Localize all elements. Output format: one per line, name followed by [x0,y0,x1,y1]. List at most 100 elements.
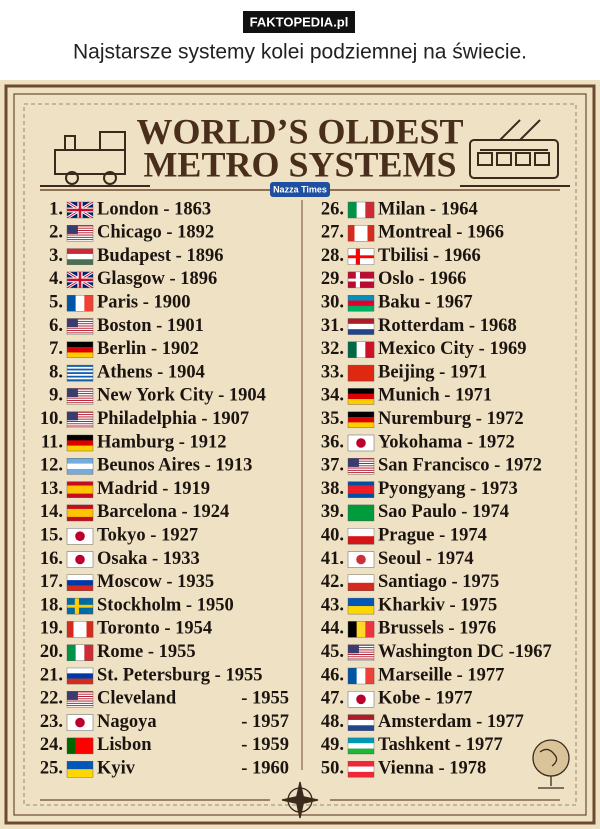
flag-part [67,621,74,638]
flag-part [348,659,374,661]
flag-part [348,305,374,312]
entry-rank: 17. [40,572,63,592]
flag-part [67,253,93,260]
flag-part [67,585,93,591]
entry-rank: 12. [40,456,63,476]
entry-label: Brussels - 1976 [378,619,496,639]
entry-rank: 47. [321,689,344,709]
entry-rank: 6. [49,316,63,336]
flag-part [67,377,93,380]
entry-label: Paris - 1900 [97,292,191,312]
flag-border [66,295,94,312]
entry: 1. London - 1863 [49,199,211,219]
flag [347,364,375,382]
flag-part [348,645,374,648]
flag-border [66,225,94,242]
entry-label: Kharkiv - 1975 [378,595,497,615]
flag [66,434,94,452]
entry-label: Washington DC -1967 [378,642,552,662]
flag-part [67,365,93,368]
flag-part [348,422,374,428]
flag-part [67,320,93,323]
flag-part [67,232,93,234]
flag-part [348,295,374,301]
entry-label: Vienna - 1978 [378,758,486,778]
flag-part [67,392,93,395]
flag-border [347,574,375,591]
globe [532,739,570,789]
flag-part [67,678,93,685]
entry: 34. Munich - 1971 [321,386,492,406]
flag [347,574,375,591]
flag-border [66,667,94,685]
flag-border [66,458,94,475]
entry-label: Nagoya [97,712,157,732]
flag-part [67,373,93,376]
entry-label: Tashkent - 1977 [378,735,503,755]
entry: 17. Moscow - 1935 [40,572,214,592]
entry: 7. Berlin - 1902 [49,339,199,359]
flag-part [348,468,374,470]
flag-border [66,644,94,661]
flag-part [67,737,76,754]
entry: 24. Lisbon - 1959 [40,735,289,755]
flag-part [348,464,374,466]
flag-border [66,388,94,405]
entry-label: Santiago - 1975 [378,572,499,592]
poster: WORLD’S OLDEST METRO SYSTEMS Nazza Times [0,80,600,829]
flag-part [67,333,93,335]
flag-part [67,237,93,240]
entry-rank: 33. [321,362,344,382]
entry-label: Amsterdam - 1977 [378,712,524,732]
flag-part [67,673,93,679]
flag-part [67,691,78,700]
flag-part [67,332,93,334]
flag-part [348,656,374,658]
flag-part [67,327,93,329]
entry: 33. Beijing - 1971 [321,362,487,382]
flag-border [347,481,375,498]
flag-part [348,467,374,469]
flag [66,318,94,335]
flag [347,411,375,428]
flag-part [67,248,93,255]
flag-part [348,278,374,282]
flag-part [67,389,93,391]
flag-part [348,458,374,460]
entry-label: Prague - 1974 [378,525,487,545]
entry-label: Lisbon [97,735,152,755]
entry-rank: 26. [321,199,344,219]
entry: 42. Santiago - 1975 [321,572,499,592]
flag-border [66,248,94,265]
flag [347,621,375,638]
flag-part [67,440,93,446]
entry-label: Mexico City - 1969 [378,339,526,359]
entry: 25. Kyiv - 1960 [40,758,289,778]
flag-part [67,236,93,238]
flag [347,225,375,242]
flag-part [67,402,93,404]
entry: 15. Tokyo - 1927 [40,525,198,545]
flag [66,341,94,358]
flag-part [67,435,93,441]
entry-label: Rotterdam - 1968 [378,316,517,336]
flag-part [67,644,76,661]
flag-part [348,654,374,657]
flag-part [67,388,78,398]
flag [347,504,375,522]
flag-part [67,416,93,418]
flag-part [67,323,93,325]
flag-part [67,368,93,371]
entry-rank: 27. [321,223,344,243]
entry-rank: 40. [321,525,344,545]
flag-part [348,341,357,358]
entry-label: Hamburg - 1912 [97,432,227,452]
flag-part [356,668,366,684]
flag [347,597,375,615]
flag-border [66,271,94,289]
flag-border [66,201,94,219]
flag-part [67,403,93,405]
flag-border [66,737,94,755]
flag-part [67,424,93,426]
flag [347,551,375,568]
